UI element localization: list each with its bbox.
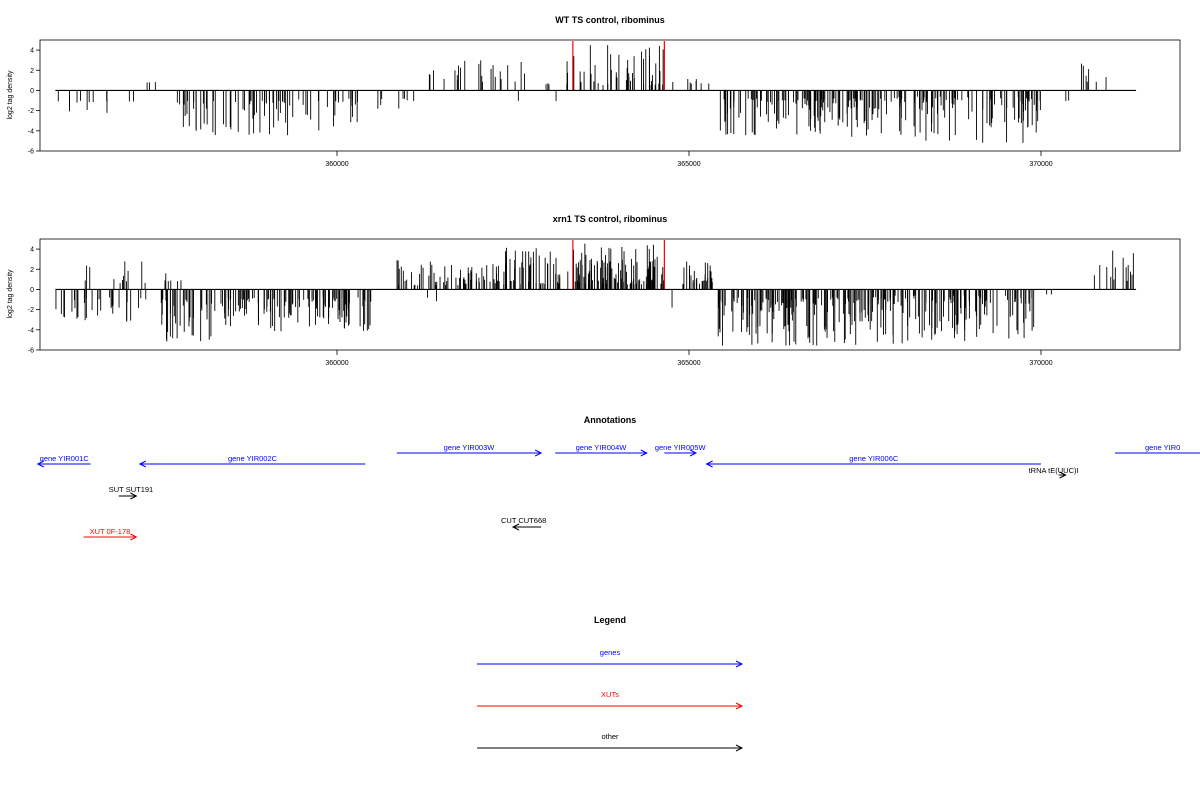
y-tick-label: -4 bbox=[28, 128, 34, 135]
arrow-head bbox=[689, 449, 698, 457]
arrow-head bbox=[534, 449, 543, 457]
annotation-label: gene YIR001C bbox=[40, 454, 90, 463]
xrn1-density-panel: xrn1 TS control, ribominus log2 tag dens… bbox=[7, 214, 1181, 367]
y-tick-label: -2 bbox=[28, 108, 34, 115]
annotation-label: XUT 0F-178 bbox=[90, 527, 131, 536]
annotation-feature: XUT 0F-178 bbox=[83, 527, 138, 541]
annotation-label: gene YIR004W bbox=[576, 443, 628, 452]
annotation-label: gene YIR0 bbox=[1145, 443, 1180, 452]
arrow-head bbox=[130, 533, 138, 541]
annotation-label: SUT SUT191 bbox=[109, 485, 153, 494]
annotation-feature: tRNA tE(UUC)I bbox=[1029, 466, 1079, 479]
legend-label: XUTs bbox=[601, 690, 619, 699]
legend-label: other bbox=[601, 732, 619, 741]
arrow-head bbox=[138, 460, 147, 468]
y-tick-label: 4 bbox=[30, 247, 34, 254]
annotation-label: gene YIR003W bbox=[444, 443, 496, 452]
arrow-head bbox=[735, 660, 744, 668]
y-axis-label: log2 tag density bbox=[7, 269, 14, 319]
annotation-label: CUT CUT668 bbox=[501, 516, 546, 525]
red-markers bbox=[572, 240, 665, 290]
annotation-label: gene YIR006C bbox=[849, 454, 899, 463]
legend-title: Legend bbox=[594, 615, 626, 625]
arrow-head bbox=[705, 460, 713, 468]
panel-title: WT TS control, ribominus bbox=[555, 15, 665, 25]
annotation-feature: gene YIR003W bbox=[396, 443, 543, 457]
annotation-feature: gene YIR002C bbox=[138, 454, 366, 468]
panel-title: xrn1 TS control, ribominus bbox=[553, 214, 668, 224]
y-tick-label: 2 bbox=[30, 68, 34, 75]
arrow-head bbox=[1059, 471, 1067, 479]
y-tick-label: -4 bbox=[28, 327, 34, 334]
x-tick-label: 365000 bbox=[677, 161, 700, 168]
arrow-head bbox=[735, 744, 744, 752]
y-axis-label: log2 tag density bbox=[7, 70, 14, 120]
annotation-feature: gene YIR0 bbox=[1114, 443, 1200, 454]
y-tick-label: 4 bbox=[30, 48, 34, 55]
x-tick-label: 360000 bbox=[325, 360, 348, 367]
y-tick-label: 0 bbox=[30, 88, 34, 95]
y-tick-label: 2 bbox=[30, 267, 34, 274]
annotation-label: gene YIR002C bbox=[228, 454, 278, 463]
wt-density-panel: WT TS control, ribominus log2 tag densit… bbox=[7, 15, 1181, 168]
axis-ticks: -6 -4 -2 0 2 4 360000 365000 370000 bbox=[28, 48, 1053, 168]
arrow-head bbox=[735, 702, 744, 710]
annotation-feature: gene YIR001C bbox=[36, 454, 91, 468]
density-bars bbox=[55, 243, 1134, 346]
annotation-label: tRNA tE(UUC)I bbox=[1029, 466, 1079, 475]
legend-label: genes bbox=[600, 648, 621, 657]
x-tick-label: 365000 bbox=[677, 360, 700, 367]
y-tick-label: -2 bbox=[28, 307, 34, 314]
arrow-head bbox=[130, 492, 138, 500]
axis-ticks: -6 -4 -2 0 2 4 360000 365000 370000 bbox=[28, 247, 1053, 367]
arrow-head bbox=[511, 523, 520, 531]
red-markers bbox=[572, 41, 665, 91]
x-tick-label: 370000 bbox=[1029, 161, 1052, 168]
density-bars bbox=[57, 45, 1107, 143]
plot-frame bbox=[39, 39, 1181, 152]
legend-entry: genes bbox=[477, 648, 744, 668]
annotation-feature: gene YIR005W bbox=[655, 443, 707, 457]
legend-entry: other bbox=[477, 732, 744, 752]
x-tick-label: 360000 bbox=[325, 161, 348, 168]
annotations-title: Annotations bbox=[584, 415, 637, 425]
annotation-feature: SUT SUT191 bbox=[109, 485, 153, 500]
y-tick-label: -6 bbox=[28, 348, 34, 355]
y-tick-label: 0 bbox=[30, 287, 34, 294]
y-tick-label: -6 bbox=[28, 149, 34, 156]
x-tick-label: 370000 bbox=[1029, 360, 1052, 367]
annotation-feature: gene YIR004W bbox=[555, 443, 648, 457]
legend: Legend genes XUTs other bbox=[477, 615, 744, 752]
arrow-head bbox=[640, 449, 648, 457]
annotation-track: Annotations gene YIR001C gene YIR002C gene… bbox=[36, 415, 1200, 541]
annotation-feature: gene YIR006C bbox=[705, 454, 1041, 468]
annotation-label: gene YIR005W bbox=[655, 443, 707, 452]
legend-entry: XUTs bbox=[477, 690, 744, 710]
arrow-head bbox=[36, 460, 45, 468]
plot-frame bbox=[39, 238, 1181, 351]
annotation-feature: CUT CUT668 bbox=[501, 516, 546, 531]
